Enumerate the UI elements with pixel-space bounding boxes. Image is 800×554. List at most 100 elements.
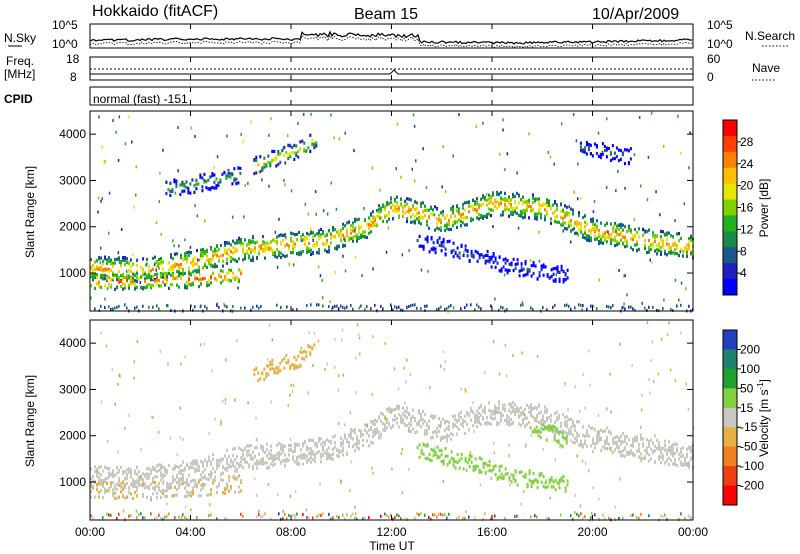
velocity-cell bbox=[90, 495, 92, 499]
power-speck bbox=[560, 122, 563, 126]
power-cell bbox=[474, 202, 476, 206]
velocity-speck bbox=[606, 426, 608, 430]
velocity-cell bbox=[285, 361, 288, 365]
velocity-cell bbox=[559, 443, 562, 447]
power-cell bbox=[524, 215, 526, 219]
power-cell bbox=[486, 215, 488, 219]
power-cell bbox=[520, 211, 522, 215]
velocity-cell bbox=[566, 423, 568, 427]
power-speck bbox=[243, 215, 245, 219]
power-cell bbox=[170, 268, 172, 272]
power-cell bbox=[648, 238, 650, 243]
velocity-cell bbox=[178, 470, 180, 475]
velocity-cell bbox=[518, 407, 520, 411]
velocity-cell bbox=[254, 455, 256, 459]
velocity-cell bbox=[110, 485, 112, 489]
velocity-ground-cell bbox=[168, 512, 170, 516]
velocity-cell bbox=[108, 471, 110, 475]
velocity-cell bbox=[356, 437, 358, 442]
power-cell bbox=[130, 276, 132, 281]
velocity-cell bbox=[132, 478, 134, 482]
velocity-cell bbox=[668, 440, 670, 444]
power-cell bbox=[464, 208, 466, 212]
velocity-cell bbox=[484, 405, 486, 409]
velocity-cell bbox=[418, 443, 421, 447]
power-cell bbox=[166, 271, 168, 276]
velocity-cell bbox=[452, 460, 455, 464]
velocity-ground-cell bbox=[142, 516, 144, 520]
power-cell bbox=[490, 195, 492, 199]
power-cell bbox=[552, 279, 555, 283]
power-cell bbox=[464, 244, 467, 248]
power-cell bbox=[458, 218, 460, 222]
power-cell bbox=[606, 235, 608, 239]
power-cell bbox=[432, 212, 434, 217]
power-cell bbox=[306, 231, 308, 236]
power-cell bbox=[454, 250, 457, 254]
power-cell bbox=[448, 239, 451, 243]
power-cell bbox=[265, 163, 268, 167]
power-cell bbox=[410, 215, 412, 219]
power-speck bbox=[196, 214, 199, 218]
power-ground-cell bbox=[446, 306, 448, 310]
power-cell bbox=[554, 210, 556, 214]
power-cell bbox=[422, 209, 424, 213]
velocity-cell bbox=[330, 457, 332, 461]
power-cell bbox=[562, 221, 564, 225]
power-cell bbox=[684, 246, 686, 250]
power-data-marks bbox=[90, 111, 694, 314]
power-cell bbox=[620, 222, 622, 226]
velocity-cell bbox=[297, 365, 300, 369]
power-speck bbox=[689, 131, 691, 135]
velocity-ground-cell bbox=[240, 512, 242, 516]
power-speck bbox=[184, 238, 186, 242]
power-cell bbox=[318, 230, 320, 235]
velocity-cell bbox=[500, 411, 502, 415]
power-speck bbox=[680, 151, 682, 155]
velocity-cell bbox=[294, 446, 296, 450]
velocity-speck bbox=[442, 480, 445, 483]
velocity-cell bbox=[324, 440, 326, 444]
power-cell bbox=[468, 200, 470, 204]
power-speck bbox=[278, 217, 280, 221]
velocity-cell bbox=[262, 459, 264, 463]
power-cell bbox=[194, 256, 196, 260]
power-cell bbox=[252, 248, 254, 252]
power-cell bbox=[297, 150, 300, 154]
velocity-cell bbox=[188, 493, 190, 497]
velocity-cell bbox=[570, 417, 572, 421]
power-speck bbox=[482, 121, 484, 125]
power-speck bbox=[447, 310, 449, 314]
velocity-speck bbox=[674, 379, 677, 383]
power-speck bbox=[433, 213, 436, 217]
velocity-speck bbox=[287, 404, 290, 407]
velocity-cell bbox=[540, 419, 542, 423]
power-cell bbox=[450, 227, 452, 231]
velocity-cell bbox=[134, 484, 136, 488]
velocity-cell bbox=[686, 452, 688, 456]
velocity-speck bbox=[542, 448, 544, 451]
velocity-cell bbox=[674, 458, 676, 462]
power-cell bbox=[598, 229, 600, 233]
power-cell bbox=[382, 219, 384, 223]
velocity-speck bbox=[668, 321, 670, 325]
velocity-cell bbox=[314, 453, 316, 457]
velocity-cell bbox=[278, 457, 280, 461]
velocity-cell bbox=[316, 445, 318, 449]
velocity-cell bbox=[616, 440, 618, 444]
power-cell bbox=[116, 273, 118, 277]
power-cell bbox=[148, 273, 150, 277]
velocity-cell bbox=[510, 480, 513, 484]
power-cell bbox=[512, 269, 515, 273]
power-cell bbox=[474, 208, 476, 212]
power-ground-cell bbox=[250, 308, 252, 312]
velocity-cell bbox=[298, 443, 300, 447]
power-cell bbox=[94, 260, 96, 264]
power-cell bbox=[370, 212, 372, 216]
velocity-cell bbox=[446, 436, 448, 440]
velocity-cell bbox=[620, 450, 622, 454]
power-cell bbox=[122, 287, 124, 291]
power-ground-cell bbox=[366, 305, 368, 308]
velocity-cell bbox=[618, 445, 620, 449]
power-cell bbox=[593, 142, 596, 146]
